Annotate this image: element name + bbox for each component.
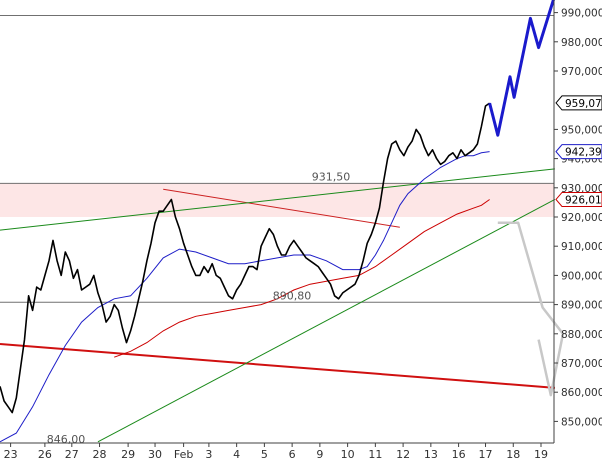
x-tick-label: 26 [38, 448, 52, 461]
y-tick-label: 910,000 [561, 241, 602, 253]
level-890-80-label: 890,80 [273, 289, 312, 302]
x-tick-label: 19 [534, 448, 548, 461]
current-price-tag: 959,07 [565, 98, 602, 110]
y-tick-label: 930,000 [561, 183, 602, 195]
x-tick-label: 11 [368, 448, 382, 461]
x-tick-label: 13 [424, 448, 438, 461]
x-tick-label: 18 [506, 448, 520, 461]
level-931-50-label: 931,50 [312, 170, 351, 183]
x-tick-label: 17 [479, 448, 493, 461]
x-tick-label: 5 [261, 448, 268, 461]
x-tick-label: 9 [316, 448, 323, 461]
red-triangle-upper-line [163, 188, 400, 228]
short-ma-tag-box [555, 144, 602, 160]
y-tick-label: 850,000 [561, 416, 602, 428]
y-tick-label: 880,000 [561, 329, 602, 341]
red-downtrend-line [0, 343, 555, 389]
x-tick-label: 16 [452, 448, 466, 461]
green-lower-line [97, 199, 556, 443]
x-tick-label: 23 [4, 448, 18, 461]
x-tick-label: 28 [93, 448, 107, 461]
price-line [0, 102, 491, 414]
long-ma-tag: 926,01 [565, 194, 602, 206]
y-tick-label: 950,000 [561, 124, 602, 136]
long-moving-average-line [114, 199, 490, 358]
current-price-tag-box [555, 95, 602, 111]
short-moving-average-line [0, 151, 490, 443]
x-tick-label: Feb [174, 448, 193, 461]
y-tick-label: 890,000 [561, 300, 602, 312]
x-tick-label: 4 [233, 448, 240, 461]
x-tick-label: 3 [205, 448, 212, 461]
y-tick-label: 980,000 [561, 37, 602, 49]
bearish-projection-path [497, 221, 565, 397]
x-tick-label: 29 [121, 448, 135, 461]
x-tick-label: 27 [65, 448, 79, 461]
x-tick-label: 30 [148, 448, 162, 461]
long-ma-tag-box [555, 191, 602, 207]
short-ma-tag: 942,39 [565, 147, 602, 159]
low-846-label: 846,00 [47, 433, 86, 446]
y-tick-label: 860,000 [561, 387, 602, 399]
x-tick-label: 12 [396, 448, 410, 461]
green-upper-line [0, 168, 555, 231]
y-tick-label: 990,000 [561, 8, 602, 20]
x-tick-label: 6 [289, 448, 296, 461]
y-tick-label: 970,000 [561, 66, 602, 78]
y-tick-label: 920,000 [561, 212, 602, 224]
x-tick-label: 10 [341, 448, 355, 461]
y-tick-label: 870,000 [561, 358, 602, 370]
resistance-band [0, 183, 554, 217]
y-tick-label: 900,000 [561, 270, 602, 282]
bullish-projection-path [488, 0, 555, 137]
